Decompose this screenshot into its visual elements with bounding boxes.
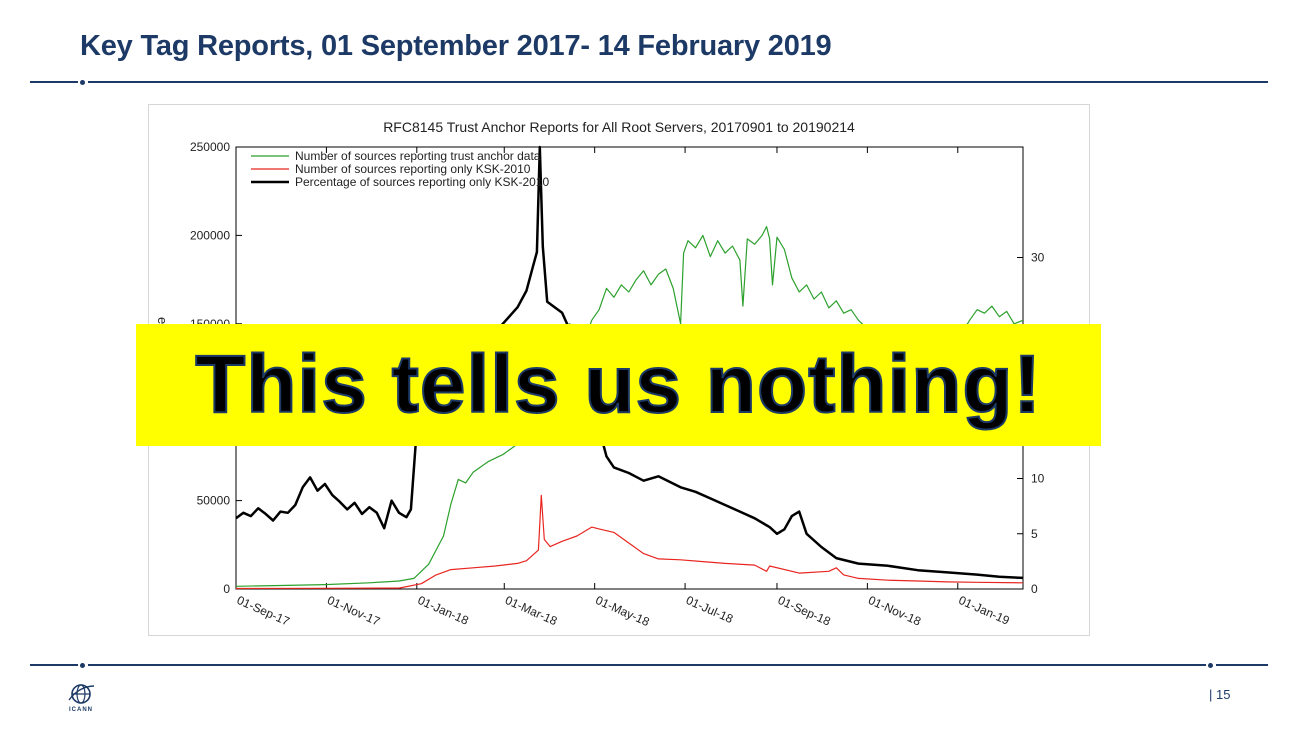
- bottom-divider-dot-right: [1208, 663, 1213, 668]
- y2-tick-label: 5: [1031, 527, 1038, 541]
- overlay-banner: This tells us nothing!: [136, 324, 1101, 446]
- top-divider-long: [88, 81, 1268, 83]
- top-divider-dot: [80, 80, 85, 85]
- logo-text: ICANN: [69, 707, 93, 713]
- y2-axis-ticks: 0 5 10 30: [1017, 251, 1045, 596]
- y-tick-label: 0: [223, 582, 230, 596]
- legend: Number of sources reporting trust anchor…: [251, 149, 549, 189]
- bottom-divider: [30, 664, 78, 666]
- page-number: | 15: [1209, 687, 1231, 702]
- slide-title: Key Tag Reports, 01 September 2017- 14 F…: [80, 30, 832, 62]
- legend-label-ksk2010-count: Number of sources reporting only KSK-201…: [295, 162, 531, 176]
- bottom-divider-long: [88, 664, 1206, 666]
- chart-title: RFC8145 Trust Anchor Reports for All Roo…: [383, 119, 855, 135]
- legend-label-ksk2010-percent: Percentage of sources reporting only KSK…: [295, 175, 549, 189]
- series-line-ksk2010-percent: [235, 145, 1024, 580]
- x-tick-label: 01-Jul-18: [684, 593, 736, 626]
- y-tick-label: 250000: [190, 140, 230, 154]
- x-tick-label: 01-Jan-18: [416, 593, 471, 628]
- x-tick-label: 01-Jan-19: [957, 593, 1012, 628]
- x-tick-label: 01-Sep-18: [776, 593, 833, 629]
- series-line-ksk2010-count: [235, 494, 1024, 590]
- x-tick-label: 01-Sep-17: [235, 593, 292, 629]
- line-chart: RFC8145 Trust Anchor Reports for All Roo…: [155, 119, 1045, 629]
- y-tick-label: 50000: [197, 494, 231, 508]
- x-tick-label: 01-Nov-17: [325, 593, 382, 629]
- overlay-text: This tells us nothing!: [194, 338, 1042, 431]
- y-tick-label: 200000: [190, 228, 230, 242]
- y2-tick-label: 30: [1031, 251, 1045, 265]
- y2-tick-label: 0: [1031, 582, 1038, 596]
- x-tick-label: 01-Nov-18: [866, 593, 923, 629]
- x-tick-label: 01-Mar-18: [503, 593, 560, 628]
- y2-tick-label: 10: [1031, 472, 1045, 486]
- x-tick-label: 01-May-18: [593, 593, 651, 629]
- bottom-divider-end: [1216, 664, 1268, 666]
- legend-label-trust-anchor: Number of sources reporting trust anchor…: [295, 149, 541, 163]
- top-divider: [30, 81, 78, 83]
- icann-logo: [68, 684, 95, 704]
- bottom-divider-dot-left: [80, 663, 85, 668]
